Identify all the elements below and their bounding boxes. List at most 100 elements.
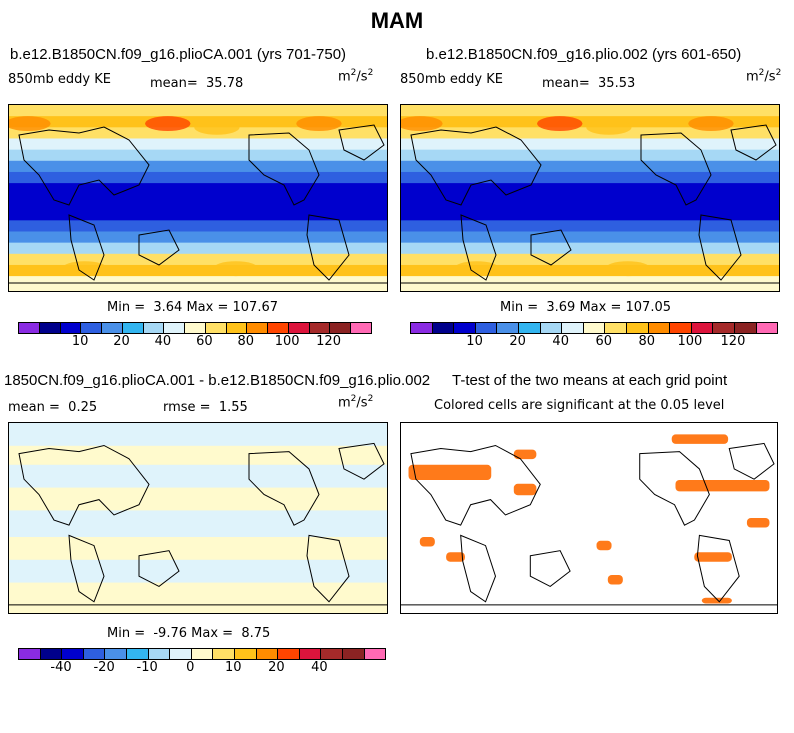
field-blob — [401, 116, 443, 132]
colorbar-tick-label: -10 — [136, 660, 158, 675]
panel3-title: 1850CN.f09_g16.plioCA.001 - b.e12.B1850C… — [4, 372, 431, 389]
field-band — [9, 149, 387, 162]
significant-region — [408, 464, 492, 480]
field-band — [401, 253, 779, 266]
panel3-colorbar — [18, 648, 386, 660]
colorbar-swatch — [105, 649, 127, 659]
colorbar-swatch — [342, 649, 365, 659]
colorbar-tick-label: 0 — [186, 660, 195, 675]
colorbar-swatch — [256, 649, 279, 659]
field-band — [9, 537, 387, 561]
field-band — [9, 231, 387, 244]
field-blob — [194, 119, 240, 135]
significant-region — [701, 597, 732, 604]
colorbar-swatch — [756, 323, 778, 333]
colorbar-tick-label: 20 — [509, 334, 526, 349]
coastline — [307, 535, 349, 601]
coastline — [411, 445, 540, 525]
colorbar-tick-label: -40 — [50, 660, 72, 675]
colorbar-tick-label: 40 — [311, 660, 328, 675]
field-band — [9, 242, 387, 255]
panel4-map — [400, 422, 778, 614]
coastline — [411, 127, 541, 205]
field-band — [401, 231, 779, 244]
colorbar-tick-label: 10 — [71, 334, 89, 349]
panel1-mean: mean= 35.78 — [150, 76, 244, 91]
field-band — [9, 160, 387, 173]
coastline — [697, 535, 739, 601]
field-blob — [296, 116, 342, 132]
coastline — [339, 125, 384, 160]
field-band — [401, 183, 779, 222]
field-band — [9, 464, 387, 489]
coastline — [139, 551, 179, 587]
colorbar-swatch — [734, 323, 757, 333]
colorbar-tick-label: 100 — [274, 334, 300, 349]
coastline — [69, 215, 104, 280]
colorbar-swatch — [670, 323, 692, 333]
coastline — [461, 535, 496, 601]
coastline — [731, 125, 776, 160]
significant-region — [746, 518, 770, 528]
colorbar-swatch — [19, 323, 40, 333]
coastline — [640, 452, 710, 526]
colorbar-tick-label: 40 — [154, 334, 172, 349]
colorbar-swatch — [583, 323, 606, 333]
field-band — [9, 220, 387, 233]
colorbar-tick-label: 100 — [677, 334, 703, 349]
colorbar-tick-label: 20 — [113, 334, 130, 349]
colorbar-swatch — [40, 649, 63, 659]
colorbar-swatch — [19, 649, 41, 659]
colorbar-swatch — [321, 649, 343, 659]
colorbar-tick-label: 60 — [595, 334, 613, 349]
field-band — [401, 105, 779, 118]
panel2-map — [400, 104, 780, 292]
colorbar-swatch — [191, 649, 214, 659]
field-band — [9, 105, 387, 118]
colorbar-swatch — [226, 323, 248, 333]
colorbar-tick-label: -20 — [93, 660, 115, 675]
colorbar-swatch — [148, 649, 171, 659]
coastline — [339, 443, 384, 479]
significant-region — [694, 552, 732, 562]
colorbar-swatch — [411, 323, 433, 333]
field-band — [401, 220, 779, 233]
field-blob — [605, 261, 651, 277]
colorbar-tick-label: 20 — [268, 660, 285, 675]
colorbar-tick-label: 60 — [196, 334, 213, 349]
colorbar-tick-label: 10 — [466, 334, 483, 349]
panel2-minmax: Min = 3.69 Max = 107.05 — [500, 300, 671, 315]
coastline — [249, 133, 319, 205]
colorbar-swatch — [432, 323, 455, 333]
panel4-subtitle: Colored cells are significant at the 0.0… — [434, 398, 725, 413]
field-band — [9, 445, 387, 466]
panel2-mean: mean= 35.53 — [542, 76, 636, 91]
panel3-map — [8, 422, 388, 614]
coastline — [139, 230, 179, 265]
page-title: MAM — [370, 8, 424, 33]
field-band — [9, 559, 387, 584]
colorbar-swatch — [288, 323, 310, 333]
colorbar-tick-label: 120 — [720, 334, 746, 349]
significant-region — [513, 483, 537, 496]
colorbar-swatch — [691, 323, 714, 333]
colorbar-swatch — [713, 323, 735, 333]
colorbar-swatch — [234, 649, 257, 659]
colorbar-swatch — [540, 323, 563, 333]
field-band — [401, 138, 779, 151]
field-band — [9, 510, 387, 538]
panel2-title: b.e12.B1850CN.f09_g16.plio.002 (yrs 601-… — [426, 46, 742, 63]
coastline — [69, 535, 104, 601]
field-band — [401, 242, 779, 255]
coastline — [19, 127, 149, 205]
colorbar-tick-label: 10 — [225, 660, 242, 675]
field-band — [9, 276, 387, 291]
colorbar-swatch — [605, 323, 627, 333]
coastline — [531, 230, 571, 265]
colorbar-swatch — [126, 649, 149, 659]
field-blob — [688, 116, 734, 132]
colorbar-swatch — [351, 323, 372, 333]
panel3-units: m2/s2 — [338, 394, 374, 411]
coastline — [641, 133, 711, 205]
colorbar-swatch — [648, 323, 671, 333]
